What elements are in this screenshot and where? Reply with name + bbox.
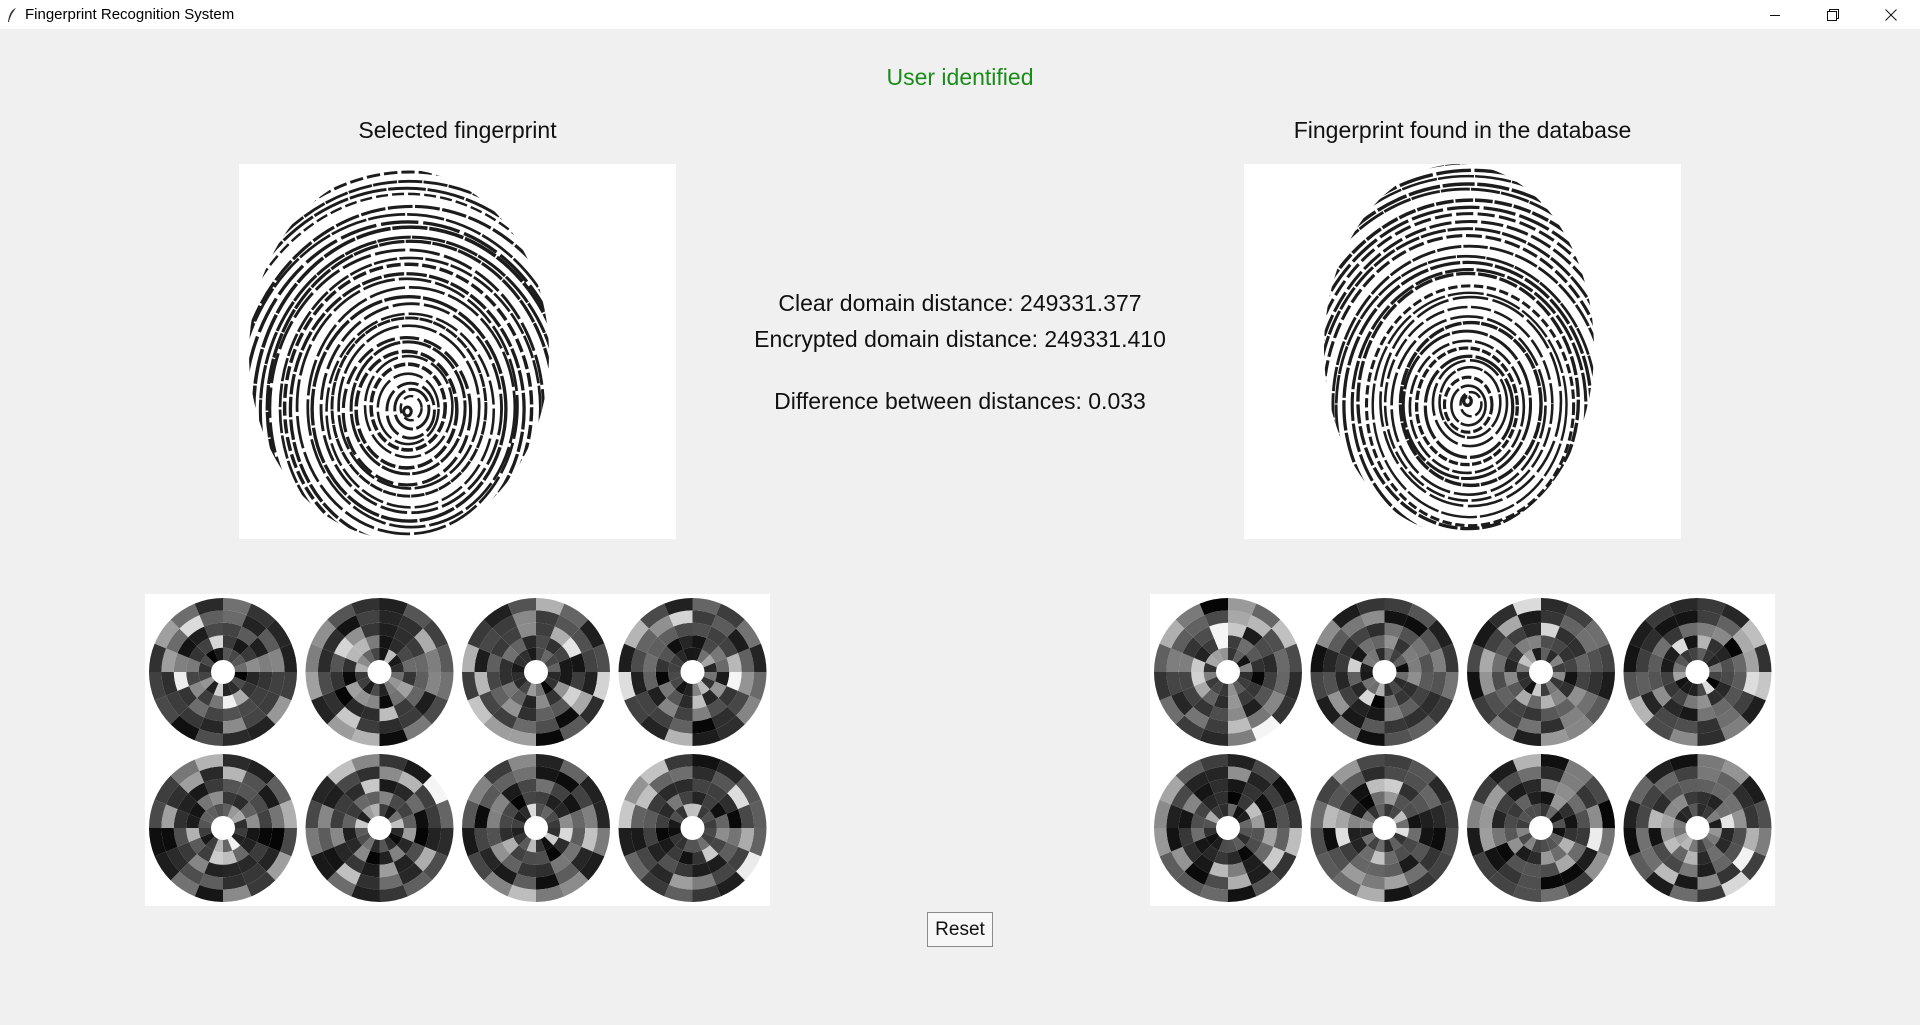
database-fingerprint-image <box>1244 164 1681 539</box>
restore-button[interactable] <box>1804 0 1862 29</box>
minimize-icon <box>1769 9 1781 21</box>
selected-fingerprint-image <box>239 164 676 539</box>
selected-fingercode-maps <box>145 594 770 906</box>
restore-icon <box>1827 8 1839 21</box>
window-title: Fingerprint Recognition System <box>25 6 235 23</box>
sector-map <box>618 598 767 746</box>
distance-summary: Clear domain distance: 249331.377 Encryp… <box>720 285 1200 419</box>
sector-map <box>462 754 610 902</box>
selected-fingerprint-title: Selected fingerprint <box>358 117 557 143</box>
sector-map <box>305 598 454 746</box>
sector-map <box>1154 598 1302 746</box>
sector-map <box>618 754 767 902</box>
title-bar: Fingerprint Recognition System <box>0 0 1920 29</box>
sector-map <box>149 598 297 746</box>
sector-map <box>462 598 610 746</box>
clear-domain-distance: Clear domain distance: 249331.377 <box>778 290 1142 316</box>
sector-map <box>1623 754 1772 902</box>
close-button[interactable] <box>1862 0 1920 29</box>
database-fingerprint-title: Fingerprint found in the database <box>1293 117 1632 143</box>
minimize-button[interactable] <box>1746 0 1804 29</box>
sector-map <box>149 754 297 902</box>
database-fingercode-maps <box>1150 594 1775 906</box>
identification-status: User identified <box>886 64 1034 90</box>
feather-icon <box>7 7 17 23</box>
sector-map <box>1310 754 1459 902</box>
close-icon <box>1885 8 1897 21</box>
sector-map <box>1623 598 1772 746</box>
sector-map <box>1154 754 1302 902</box>
distance-difference: Difference between distances: 0.033 <box>774 388 1146 414</box>
encrypted-domain-distance: Encrypted domain distance: 249331.410 <box>754 326 1166 352</box>
sector-map <box>1467 598 1615 746</box>
sector-map <box>1467 754 1615 902</box>
reset-button[interactable]: Reset <box>927 912 993 947</box>
sector-map <box>1310 598 1459 746</box>
sector-map <box>305 754 454 902</box>
